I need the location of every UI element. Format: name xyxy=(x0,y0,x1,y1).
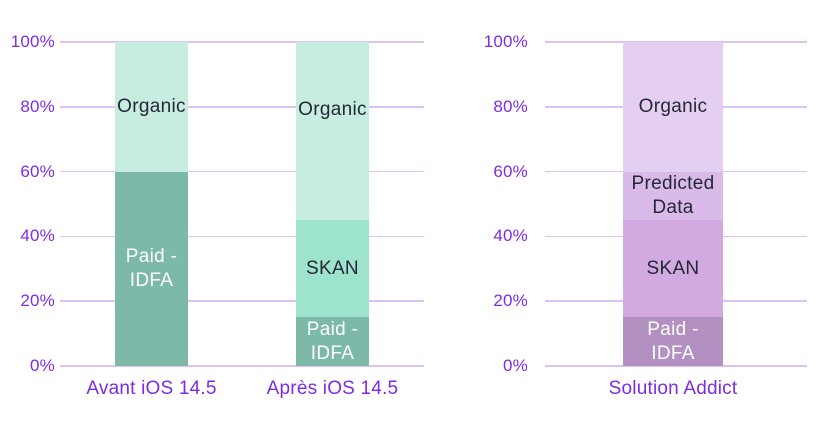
y-tick-label: 40% xyxy=(493,226,528,246)
y-tick-label: 0% xyxy=(503,356,528,375)
bar-segment-label: Paid - IDFA xyxy=(647,318,699,364)
y-tick-label: 60% xyxy=(20,161,55,181)
bar-segment-label: Predicted Data xyxy=(631,172,715,218)
y-tick-label: 20% xyxy=(20,291,55,311)
bar: Paid - IDFA SKAN Organic xyxy=(296,42,369,366)
gridline xyxy=(60,300,424,302)
bar-segment-label: Organic xyxy=(117,95,186,117)
bar-segment: Organic xyxy=(296,42,369,221)
bar: Paid - IDFA Organic xyxy=(115,42,188,366)
bar-segment-label: Organic xyxy=(638,95,708,117)
bar-segment: Organic xyxy=(115,42,188,172)
bar-segment: Paid - IDFA xyxy=(296,317,369,366)
bar-segment: Organic xyxy=(623,42,723,172)
bar-segment: Paid - IDFA xyxy=(623,317,723,366)
bar-segment: SKAN xyxy=(296,220,369,318)
bar-segment-label: Organic xyxy=(298,99,367,121)
bar: Paid - IDFA SKAN Predicted Data Organic xyxy=(623,42,723,366)
category-label: Avant iOS 14.5 xyxy=(86,378,217,399)
y-tick-label: 80% xyxy=(493,96,528,116)
gridline xyxy=(545,365,807,367)
bar-segment-label: Paid - IDFA xyxy=(125,245,178,291)
gridline xyxy=(60,365,424,367)
y-tick-label: 80% xyxy=(20,96,55,116)
bar-segment: SKAN xyxy=(623,220,723,318)
category-label: Après iOS 14.5 xyxy=(266,378,399,399)
gridline xyxy=(60,170,424,173)
bar-segment-label: Paid - IDFA xyxy=(306,318,359,364)
bar-segment: Paid - IDFA xyxy=(115,171,188,366)
y-tick-label: 40% xyxy=(20,226,55,246)
bar-segment-label: SKAN xyxy=(306,257,359,279)
y-tick-label: 20% xyxy=(493,291,528,311)
gridline xyxy=(60,235,424,238)
y-tick-label: 60% xyxy=(493,161,528,181)
gridline xyxy=(60,41,424,43)
gridline xyxy=(60,106,424,108)
bar-segment: Predicted Data xyxy=(623,171,723,221)
y-tick-label: 100% xyxy=(483,32,528,51)
y-tick-label: 0% xyxy=(30,356,55,375)
y-tick-label: 100% xyxy=(10,32,55,51)
category-label: Solution Addict xyxy=(608,378,738,399)
gridline xyxy=(545,41,807,43)
bar-segment-label: SKAN xyxy=(646,257,700,279)
